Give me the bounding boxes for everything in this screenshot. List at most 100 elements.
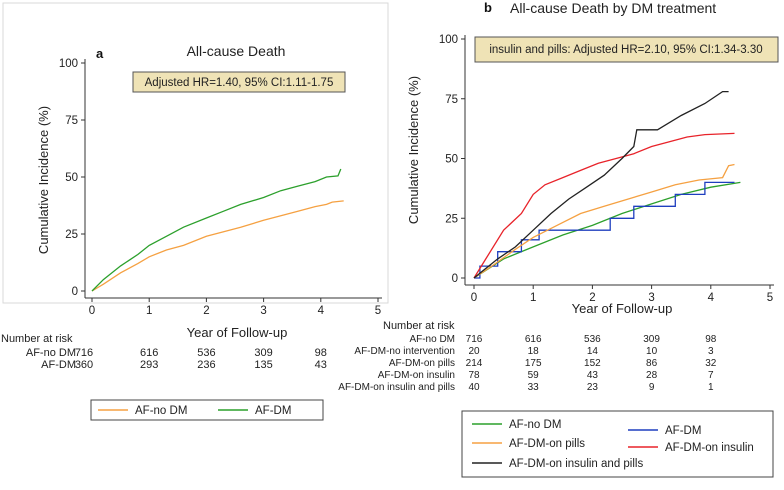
panel-a-legend-label: AF-no DM xyxy=(135,405,187,417)
panel-b-risk-label: AF-DM-on insulin and pills xyxy=(338,382,455,393)
panel-a-legend-item: AF-no DM xyxy=(98,405,187,417)
panel-a-x-tick-label: 5 xyxy=(375,305,381,317)
panel-a-risk-value: 616 xyxy=(140,347,158,359)
panel-a-legend-label: AF-DM xyxy=(255,405,291,417)
panel-b: b All-cause Death by DM treatment insuli… xyxy=(338,0,779,478)
panel-a-x-tick-label: 3 xyxy=(260,305,266,317)
panel-b-risk-value: 214 xyxy=(466,358,483,369)
panel-b-risk-label: AF-DM-on pills xyxy=(389,358,455,369)
panel-a-title: All-cause Death xyxy=(187,43,286,59)
panel-a-letter: a xyxy=(96,46,104,61)
panel-a-risk-value: 236 xyxy=(197,359,215,371)
panel-b-ylabel: Cumulative Incidence (%) xyxy=(406,76,421,224)
panel-a-risk-value: 293 xyxy=(140,359,158,371)
panel-b-title: All-cause Death by DM treatment xyxy=(510,0,716,16)
panel-b-risk-value: 23 xyxy=(587,382,599,393)
panel-b-series-af-dm-on-insulin-and-pills xyxy=(473,90,729,279)
panel-a-y-tick-label: 0 xyxy=(72,286,78,298)
panel-b-risk-value: 10 xyxy=(646,346,658,357)
panel-a-y-tick-label: 50 xyxy=(65,172,78,184)
panel-b-legend-label: AF-DM xyxy=(665,425,701,437)
panel-b-risk-value: 3 xyxy=(708,346,714,357)
panel-b-y-tick-label: 75 xyxy=(445,94,458,106)
panel-b-series-af-no-dm xyxy=(473,181,741,279)
panel-b-risk-label: AF-DM-on insulin xyxy=(378,370,455,381)
panel-a: a All-cause Death Adjusted HR=1.40, 95% … xyxy=(1,2,389,421)
panel-b-series-af-dm-on-pills xyxy=(473,163,735,279)
panel-b-legend: AF-no DM AF-DM AF-DM-on pills AF-DM-on insu… xyxy=(472,419,754,470)
panel-b-risk-value: 1 xyxy=(708,382,714,393)
panel-b-plot-area xyxy=(473,90,741,279)
panel-b-legend-label: AF-DM-on insulin and pills xyxy=(509,458,643,470)
panel-a-plot-area xyxy=(91,168,344,292)
panel-b-risk-value: 536 xyxy=(584,334,601,345)
panel-b-risk-value: 28 xyxy=(646,370,658,381)
panel-a-hr-text: Adjusted HR=1.40, 95% CI:1.11-1.75 xyxy=(145,77,334,89)
panel-a-risk-label: AF-DM xyxy=(41,359,76,371)
panel-a-y-tick-label: 75 xyxy=(65,115,78,127)
panel-a-series-af-no-dm xyxy=(91,200,344,292)
panel-b-risk-value: 78 xyxy=(468,370,480,381)
panel-a-x-tick-label: 2 xyxy=(203,305,209,317)
panel-b-hr-text: insulin and pills: Adjusted HR=2.10, 95%… xyxy=(489,44,762,56)
panel-b-risk-value: 59 xyxy=(528,370,540,381)
panel-b-risk-value: 32 xyxy=(705,358,717,369)
panel-a-legend: AF-no DM AF-DM xyxy=(98,405,291,417)
panel-a-hr-box xyxy=(132,71,346,93)
panel-a-risk-value: 43 xyxy=(315,359,327,371)
panel-b-legend-item: AF-DM-on insulin and pills xyxy=(472,458,643,470)
panel-b-x-tick-label: 3 xyxy=(648,292,654,304)
panel-b-legend-label: AF-DM-on insulin xyxy=(665,442,754,454)
panel-b-risk-table: AF-no DM 716 616 536 309 98 AF-DM-no intervent… xyxy=(338,334,717,393)
panel-a-xlabel: Year of Follow-up xyxy=(187,325,288,340)
panel-b-risk-value: 616 xyxy=(525,334,542,345)
panel-b-risk-value: 9 xyxy=(649,382,655,393)
panel-b-y-tick-label: 100 xyxy=(439,34,458,46)
panel-b-risk-value: 152 xyxy=(584,358,601,369)
panel-b-risk-value: 716 xyxy=(466,334,483,345)
panel-a-risk-value: 309 xyxy=(254,347,272,359)
panel-b-y-tick-label: 50 xyxy=(445,154,458,166)
panel-b-legend-item: AF-DM xyxy=(628,425,701,437)
panel-b-legend-item: AF-DM-on pills xyxy=(472,438,585,450)
panel-a-risk-value: 135 xyxy=(254,359,272,371)
panel-a-risk-header: Number at risk xyxy=(1,333,73,345)
panel-b-series-af-dm xyxy=(474,181,735,279)
panel-b-x-tick-label: 5 xyxy=(767,292,773,304)
panel-b-risk-value: 7 xyxy=(708,370,714,381)
panel-b-risk-value: 18 xyxy=(528,346,540,357)
panel-a-risk-label: AF-no DM xyxy=(26,347,76,359)
panel-a-ylabel: Cumulative Incidence (%) xyxy=(36,106,51,254)
panel-b-legend-label: AF-DM-on pills xyxy=(509,438,585,450)
panel-a-risk-value: 536 xyxy=(197,347,215,359)
panel-b-x-tick-label: 2 xyxy=(589,292,595,304)
panel-b-risk-header: Number at risk xyxy=(383,320,455,332)
panel-b-y-tick-label: 0 xyxy=(452,273,458,285)
panel-b-x-tick-label: 1 xyxy=(530,292,536,304)
panel-b-legend-label: AF-no DM xyxy=(509,419,561,431)
panel-b-risk-value: 40 xyxy=(468,382,480,393)
panel-a-y-tick-label: 100 xyxy=(59,58,78,70)
panel-a-axes: 0 25 50 75 100 0 1 2 3 4 5 xyxy=(59,58,382,317)
panel-a-legend-item: AF-DM xyxy=(218,405,291,417)
panel-b-x-tick-label: 4 xyxy=(708,292,715,304)
panel-b-series-af-dm-on-insulin xyxy=(473,132,735,279)
panel-a-risk-value: 98 xyxy=(315,347,327,359)
panel-b-risk-value: 98 xyxy=(705,334,717,345)
panel-b-risk-value: 14 xyxy=(587,346,599,357)
panel-a-risk-value: 360 xyxy=(75,359,93,371)
panel-b-legend-box xyxy=(461,410,774,478)
panel-a-x-tick-label: 1 xyxy=(146,305,152,317)
panel-a-risk-value: 716 xyxy=(75,347,93,359)
panel-b-risk-value: 20 xyxy=(468,346,480,357)
panel-b-legend-item: AF-no DM xyxy=(472,419,561,431)
panel-b-risk-value: 33 xyxy=(528,382,540,393)
panel-b-risk-label: AF-DM-no intervention xyxy=(354,346,455,357)
panel-b-x-tick-label: 0 xyxy=(471,292,477,304)
panel-b-xlabel: Year of Follow-up xyxy=(572,301,673,316)
panel-a-y-tick-label: 25 xyxy=(65,229,78,241)
panel-b-legend-item: AF-DM-on insulin xyxy=(628,442,754,454)
panel-b-y-tick-label: 25 xyxy=(445,213,458,225)
